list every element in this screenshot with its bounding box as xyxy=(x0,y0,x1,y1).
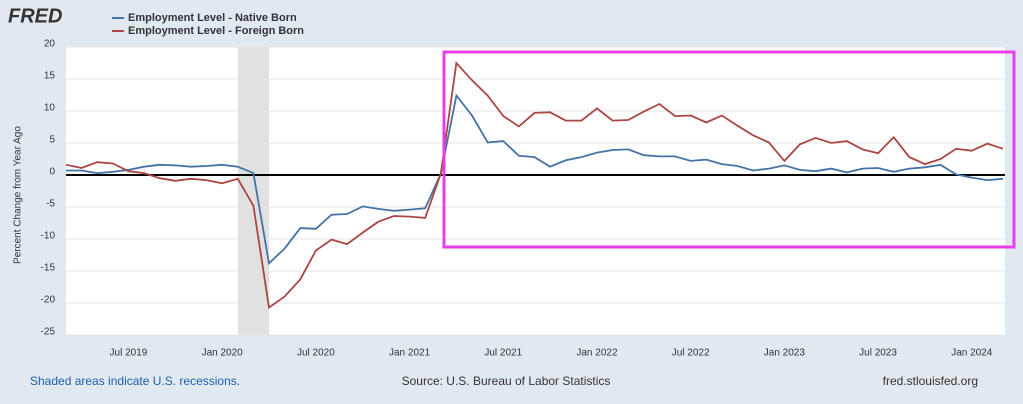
x-tick-label: Jul 2019 xyxy=(110,348,148,359)
y-tick-label: -15 xyxy=(41,263,56,274)
website: fred.stlouisfed.org xyxy=(883,374,978,388)
y-tick-label: -5 xyxy=(46,199,55,210)
logo: FRED xyxy=(8,5,62,27)
x-tick-label: Jan 2024 xyxy=(951,348,993,359)
legend-label: Employment Level - Native Born xyxy=(128,12,297,24)
series-line xyxy=(65,60,1004,310)
x-tick-label: Jan 2023 xyxy=(764,348,806,359)
legend-label: Employment Level - Foreign Born xyxy=(128,25,304,37)
recession-band xyxy=(237,47,270,335)
series-line xyxy=(66,93,1004,266)
y-tick-label: 10 xyxy=(44,103,56,114)
x-tick-label: Jan 2021 xyxy=(389,348,431,359)
x-tick-label: Jul 2022 xyxy=(672,348,710,359)
x-tick-label: Jul 2021 xyxy=(484,348,522,359)
plot-area xyxy=(66,47,1005,335)
x-tick-label: Jul 2023 xyxy=(859,348,897,359)
y-tick-label: -10 xyxy=(41,231,56,242)
y-axis-label: Percent Change from Year Ago xyxy=(13,126,24,264)
y-tick-label: -25 xyxy=(41,327,56,338)
x-tick-label: Jan 2020 xyxy=(202,348,244,359)
x-tick-label: Jul 2020 xyxy=(297,348,335,359)
y-tick-label: 15 xyxy=(44,71,56,82)
highlight-box xyxy=(442,50,1016,249)
source: Source: U.S. Bureau of Labor Statistics xyxy=(402,374,611,388)
y-tick-label: 20 xyxy=(44,39,56,50)
recession-note: Shaded areas indicate U.S. recessions. xyxy=(30,374,240,388)
x-tick-label: Jan 2022 xyxy=(576,348,618,359)
y-tick-label: -20 xyxy=(41,295,56,306)
y-tick-label: 5 xyxy=(49,135,55,146)
y-tick-label: 0 xyxy=(49,167,55,178)
